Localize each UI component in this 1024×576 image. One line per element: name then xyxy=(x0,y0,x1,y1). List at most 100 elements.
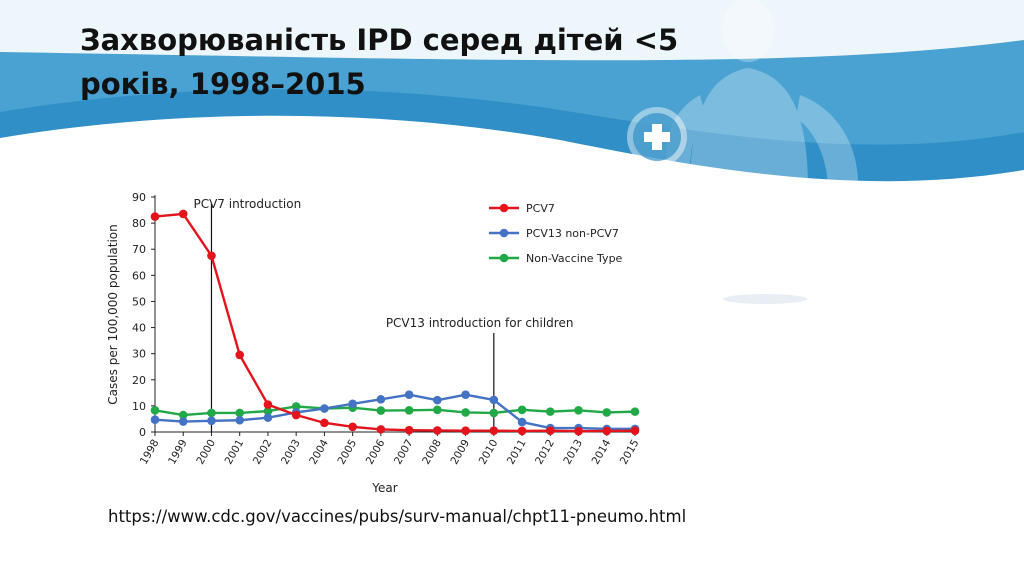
x-tick-label: 2005 xyxy=(335,438,359,467)
x-tick-label: 2008 xyxy=(420,438,444,467)
data-point-pcv13-non-pcv7 xyxy=(178,417,188,426)
series-line-non-vaccine-type xyxy=(154,405,636,417)
y-tick-label: 50 xyxy=(132,295,146,308)
data-point-pcv7 xyxy=(291,410,301,420)
slide-title-line-2: років, 1998–2015 xyxy=(80,67,366,101)
x-tick-label: 2006 xyxy=(364,437,388,466)
data-point-non-vaccine-type xyxy=(574,406,583,415)
y-tick-label: 30 xyxy=(132,348,146,361)
series-line-pcv7 xyxy=(154,212,636,433)
x-tick-label: 2002 xyxy=(251,438,275,467)
banner-highlight xyxy=(0,0,1024,61)
data-point-pcv13-non-pcv7 xyxy=(348,399,357,409)
medical-cross-icon xyxy=(627,107,687,167)
x-tick-label: 2014 xyxy=(590,437,614,466)
athlete-silhouette xyxy=(665,0,859,190)
legend-label: Non-Vaccine Type xyxy=(526,252,623,265)
data-point-pcv7 xyxy=(320,418,329,428)
data-point-pcv13-non-pcv7 xyxy=(433,395,442,405)
y-tick-label: 60 xyxy=(132,269,146,282)
slide-title-line-1: Захворюваність IPD серед дітей <5 xyxy=(80,23,679,57)
data-point-non-vaccine-type xyxy=(263,406,273,416)
series-line-pcv13-non-pcv7 xyxy=(154,393,635,431)
data-point-pcv7 xyxy=(433,426,442,435)
data-point-pcv13-non-pcv7 xyxy=(320,404,329,413)
data-point-pcv7 xyxy=(602,426,612,436)
x-tick-label: 2004 xyxy=(307,437,331,466)
x-tick-label: 1999 xyxy=(166,438,190,467)
data-point-pcv13-non-pcv7 xyxy=(150,415,160,425)
x-axis-ticks: 1998 1999 2000 2001 2002 2003 2004 2005 2006 2007… xyxy=(138,432,642,467)
data-point-non-vaccine-type xyxy=(545,407,555,416)
data-point-non-vaccine-type xyxy=(630,407,640,416)
data-point-pcv13-non-pcv7 xyxy=(489,395,499,405)
x-tick-label: 2012 xyxy=(533,438,557,467)
data-point-non-vaccine-type xyxy=(150,406,160,415)
x-tick-label: 2013 xyxy=(561,438,585,467)
annotation-label: PCV13 introduction for children xyxy=(386,316,574,330)
data-point-pcv7 xyxy=(348,422,357,432)
data-point-non-vaccine-type xyxy=(433,405,442,415)
data-point-pcv7 xyxy=(489,426,499,435)
slide-title: Захворюваність IPD серед дітей <5 років,… xyxy=(80,18,840,106)
x-tick-label: 2000 xyxy=(194,438,218,467)
x-axis-label: Year xyxy=(371,481,397,495)
header-banner xyxy=(0,0,1024,190)
annotation-label: PCV7 introduction xyxy=(193,197,301,211)
y-axis-label: Cases per 100,000 population xyxy=(106,224,120,404)
legend-swatch-marker xyxy=(499,203,509,213)
data-point-pcv13-non-pcv7 xyxy=(376,395,386,404)
y-tick-label: 0 xyxy=(139,426,146,439)
data-point-pcv7 xyxy=(376,425,386,434)
x-tick-label: 2015 xyxy=(618,438,642,467)
series-layer xyxy=(150,209,640,436)
decorative-smudge xyxy=(723,294,807,304)
data-point-non-vaccine-type xyxy=(376,406,386,415)
y-tick-label: 10 xyxy=(132,400,146,413)
x-tick-label: 2009 xyxy=(448,438,472,467)
y-tick-label: 80 xyxy=(132,217,146,230)
data-point-non-vaccine-type xyxy=(517,405,527,415)
ipd-incidence-chart: 0 10 20 30 40 50 60 70 80 90 1998 1999 2000 2001 2002… xyxy=(106,191,642,495)
data-point-non-vaccine-type xyxy=(291,402,301,411)
data-point-pcv7 xyxy=(545,426,555,435)
data-point-pcv7 xyxy=(630,426,640,435)
data-point-non-vaccine-type xyxy=(207,408,216,418)
data-point-pcv7 xyxy=(517,426,527,436)
data-point-pcv13-non-pcv7 xyxy=(235,415,245,425)
data-point-pcv7 xyxy=(574,426,583,436)
data-point-pcv13-non-pcv7 xyxy=(461,390,470,399)
data-point-pcv7 xyxy=(404,425,414,435)
y-tick-label: 70 xyxy=(132,243,146,256)
data-point-pcv7 xyxy=(461,426,470,435)
data-point-pcv7 xyxy=(263,400,273,409)
data-point-non-vaccine-type xyxy=(178,410,188,420)
legend-label: PCV13 non-PCV7 xyxy=(526,227,619,240)
x-tick-label: 2011 xyxy=(505,438,529,467)
x-tick-label: 2007 xyxy=(392,438,416,467)
data-point-pcv7 xyxy=(150,212,160,221)
data-point-non-vaccine-type xyxy=(235,408,245,418)
y-axis-ticks: 0 10 20 30 40 50 60 70 80 90 xyxy=(132,191,155,439)
x-tick-label: 2001 xyxy=(223,438,247,467)
x-tick-label: 2010 xyxy=(477,438,501,467)
data-point-pcv7 xyxy=(207,251,216,261)
x-tick-label: 2003 xyxy=(279,438,303,467)
data-point-non-vaccine-type xyxy=(461,408,470,417)
legend: PCV7 PCV13 non-PCV7 Non-Vaccine Type xyxy=(489,202,623,265)
x-tick-label: 1998 xyxy=(138,438,162,467)
source-url: https://www.cdc.gov/vaccines/pubs/surv-m… xyxy=(108,507,687,526)
data-point-non-vaccine-type xyxy=(602,408,612,417)
data-point-pcv13-non-pcv7 xyxy=(517,417,527,427)
data-point-non-vaccine-type xyxy=(404,406,414,415)
legend-label: PCV7 xyxy=(526,202,555,215)
data-point-non-vaccine-type xyxy=(489,408,499,418)
legend-swatch-marker xyxy=(499,228,509,238)
legend-swatch-marker xyxy=(499,253,509,263)
data-point-pcv7 xyxy=(178,209,188,219)
data-point-pcv13-non-pcv7 xyxy=(207,416,216,426)
annotations: PCV7 introduction PCV13 introduction for … xyxy=(193,197,573,432)
y-tick-label: 20 xyxy=(132,374,146,387)
data-point-pcv13-non-pcv7 xyxy=(263,413,273,422)
y-tick-label: 40 xyxy=(132,322,146,335)
